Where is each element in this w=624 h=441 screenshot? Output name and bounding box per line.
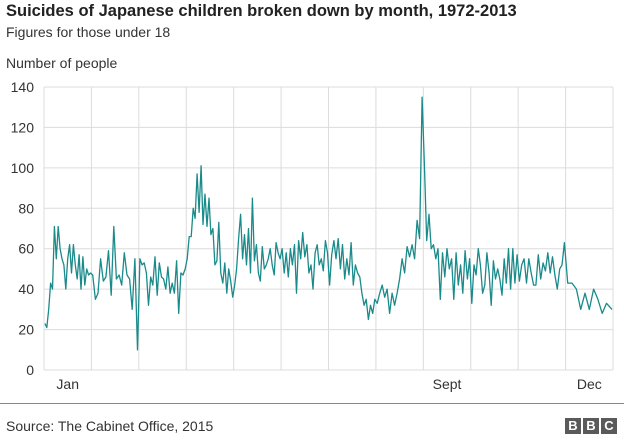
x-tick-label: Dec: [577, 376, 602, 392]
source-note: Source: The Cabinet Office, 2015: [6, 418, 214, 434]
bbc-logo-letter: C: [601, 418, 617, 434]
bbc-logo-letter: B: [565, 418, 581, 434]
chart-title: Suicides of Japanese children broken dow…: [6, 2, 517, 20]
bbc-logo: B B C: [565, 418, 617, 434]
y-tick-label: 120: [11, 119, 35, 135]
y-tick-label: 20: [18, 322, 34, 338]
x-tick-label: Sept: [433, 376, 462, 392]
y-axis-label: Number of people: [6, 55, 118, 71]
y-tick-label: 0: [26, 362, 34, 378]
y-tick-label: 40: [18, 281, 34, 297]
y-tick-label: 100: [11, 160, 35, 176]
y-tick-label: 60: [18, 241, 34, 257]
x-tick-label: Jan: [56, 376, 79, 392]
y-tick-label: 80: [18, 200, 34, 216]
footer-divider: [0, 403, 624, 404]
y-tick-label: 140: [11, 79, 35, 95]
line-chart: 0 20 40 60 80 100 120 140 Jan Sept Dec: [11, 79, 614, 392]
bbc-logo-letter: B: [583, 418, 599, 434]
chart-subtitle: Figures for those under 18: [6, 24, 171, 40]
